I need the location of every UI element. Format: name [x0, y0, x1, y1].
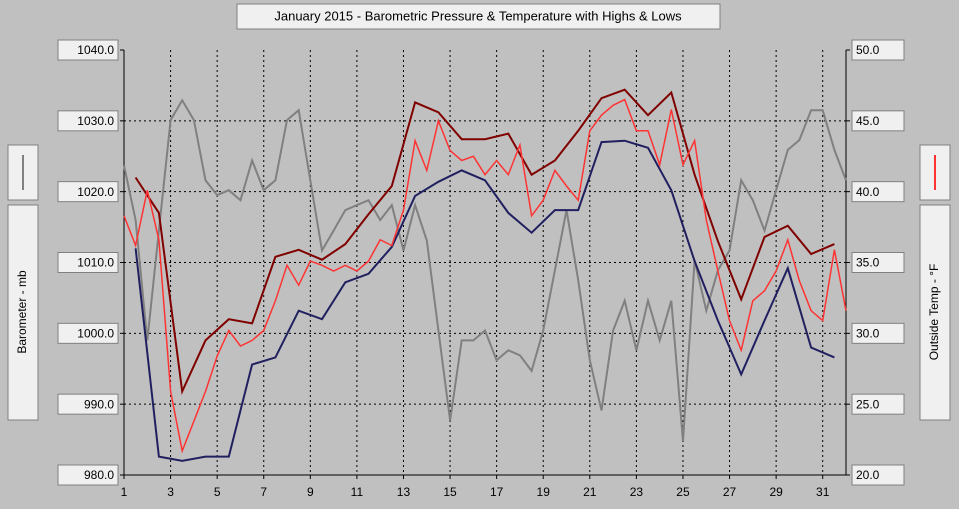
tick-box — [851, 393, 905, 415]
x-tick-label: 27 — [723, 485, 737, 499]
x-tick-label: 21 — [583, 485, 597, 499]
x-tick-label: 11 — [351, 485, 364, 499]
series-line — [134, 139, 835, 462]
y2-tick-label: 35.0 — [856, 256, 880, 270]
y-tick-label: 980.0 — [84, 468, 114, 482]
tick-box — [57, 393, 119, 415]
legend-box — [7, 204, 39, 421]
tick-box — [57, 39, 119, 61]
x-tick-label: 31 — [816, 485, 830, 499]
y-tick-label: 1020.0 — [77, 185, 114, 199]
x-tick-label: 7 — [260, 485, 267, 499]
x-tick-label: 17 — [490, 485, 504, 499]
y2-tick-label: 20.0 — [856, 468, 880, 482]
y2-tick-label: 50.0 — [856, 43, 880, 57]
y-tick-label: 1040.0 — [77, 43, 114, 57]
series-line — [123, 98, 847, 442]
x-tick-label: 23 — [630, 485, 644, 499]
x-tick-label: 13 — [397, 485, 411, 499]
tick-box — [57, 181, 119, 203]
legend-box — [919, 204, 951, 421]
x-tick-label: 1 — [121, 485, 128, 499]
tick-box — [851, 252, 905, 273]
y2-tick-label: 30.0 — [856, 327, 880, 341]
tick-box — [851, 110, 905, 132]
x-tick-label: 9 — [307, 485, 314, 499]
tick-box — [57, 252, 119, 273]
tick-box — [851, 181, 905, 203]
tick-box — [57, 322, 119, 344]
tick-box — [57, 110, 119, 132]
chart-title: January 2015 - Barometric Pressure & Tem… — [274, 8, 682, 23]
y2-axis-label: Outside Temp - °F — [927, 264, 941, 361]
tick-box — [851, 39, 905, 61]
tick-box — [851, 322, 905, 344]
y2-tick-label: 25.0 — [856, 397, 880, 411]
y-tick-label: 1030.0 — [77, 114, 114, 128]
x-tick-label: 5 — [214, 485, 221, 499]
series-line — [123, 98, 847, 454]
title-box — [236, 3, 721, 30]
x-tick-label: 19 — [537, 485, 551, 499]
y2-tick-label: 45.0 — [856, 114, 880, 128]
tick-box — [851, 464, 905, 486]
y-axis-label: Barometer - mb — [15, 270, 29, 354]
y-tick-label: 1010.0 — [77, 256, 114, 270]
tick-box — [57, 464, 119, 486]
y-tick-label: 1000.0 — [77, 327, 114, 341]
x-tick-label: 3 — [167, 485, 174, 499]
series-line — [134, 88, 835, 395]
x-tick-label: 29 — [769, 485, 783, 499]
y-tick-label: 990.0 — [84, 397, 114, 411]
y2-tick-label: 40.0 — [856, 185, 880, 199]
x-tick-label: 25 — [676, 485, 690, 499]
x-tick-label: 15 — [443, 485, 457, 499]
